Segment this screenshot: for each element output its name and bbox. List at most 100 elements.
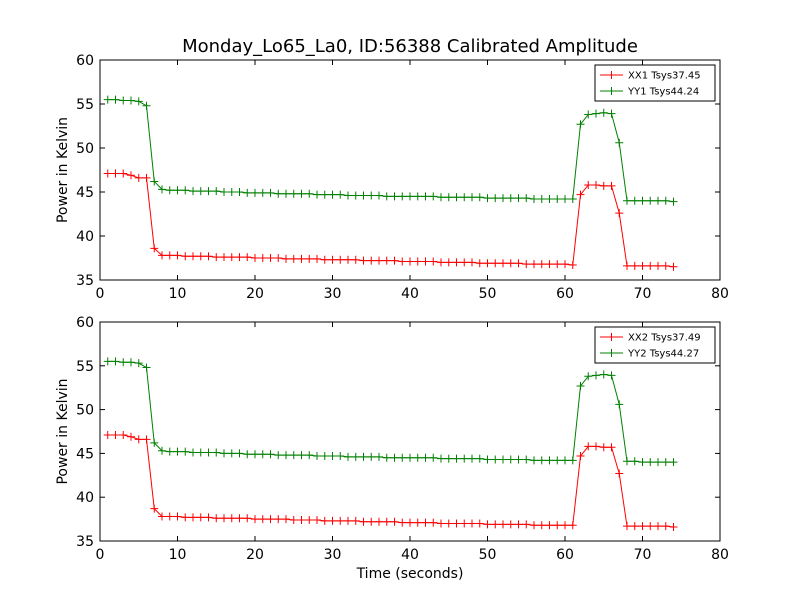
y-axis-label: Power in Kelvin [55, 117, 71, 223]
data-point [553, 521, 562, 530]
data-point [390, 192, 399, 201]
x-axis-label: Time (seconds) [356, 566, 464, 582]
data-point [638, 261, 647, 270]
data-point [351, 452, 360, 461]
data-point [654, 458, 662, 467]
data-point [274, 254, 283, 262]
data-point [406, 518, 414, 527]
data-point [243, 188, 252, 197]
data-point [576, 452, 585, 461]
data-point [654, 196, 662, 205]
data-point [189, 513, 197, 522]
data-point [274, 189, 283, 198]
data-point [599, 370, 608, 379]
data-point [336, 452, 345, 461]
data-point [545, 260, 554, 269]
data-point [266, 450, 275, 459]
data-point [390, 453, 399, 462]
data-point [305, 189, 314, 198]
x-tick-label: 40 [401, 286, 419, 302]
data-point [669, 262, 678, 271]
data-point [568, 261, 577, 270]
x-tick-label: 50 [479, 286, 497, 302]
data-point [119, 96, 128, 105]
x-tick-label: 20 [246, 547, 264, 563]
data-point [251, 515, 259, 524]
data-point [150, 438, 159, 447]
data-point [258, 450, 267, 459]
data-point [251, 254, 259, 262]
data-point [220, 449, 228, 458]
y-tick-label: 50 [76, 403, 94, 419]
legend: XX2 Tsys37.49 YY2 Tsys44.27 [594, 326, 716, 364]
data-point [553, 195, 562, 204]
data-point [196, 448, 205, 457]
data-point [499, 194, 507, 203]
data-point [522, 455, 531, 464]
data-point [406, 453, 414, 462]
data-point [181, 186, 190, 195]
data-point [568, 195, 577, 204]
data-point [522, 260, 531, 269]
data-point [499, 520, 507, 529]
data-point [212, 253, 221, 262]
data-point [623, 196, 631, 205]
data-point [421, 518, 430, 527]
data-point [460, 258, 469, 267]
data-point [437, 519, 445, 528]
data-point [150, 244, 159, 253]
data-point [592, 109, 600, 118]
data-point [173, 447, 182, 456]
data-point [475, 454, 484, 463]
data-point [530, 260, 538, 269]
data-point [592, 442, 600, 451]
data-point [429, 453, 438, 462]
data-point [204, 187, 213, 196]
data-point [227, 514, 236, 523]
data-point [553, 456, 562, 465]
data-point [584, 180, 593, 189]
data-point [134, 359, 143, 368]
data-point [452, 258, 461, 267]
data-point [444, 454, 453, 463]
data-point [359, 191, 368, 200]
data-point [196, 252, 205, 261]
data-point [103, 95, 112, 104]
legend: XX1 Tsys37.45 YY1 Tsys44.24 [594, 64, 716, 102]
data-point [599, 181, 608, 190]
x-tick-label: 0 [96, 547, 105, 563]
data-point [568, 521, 577, 530]
y-axis-label: Power in Kelvin [55, 378, 71, 484]
data-point [320, 452, 329, 461]
legend-box [594, 326, 716, 364]
x-tick-label: 40 [401, 547, 419, 563]
data-point [615, 138, 624, 147]
data-point [165, 251, 174, 260]
data-point [530, 521, 538, 530]
data-point [243, 514, 252, 523]
data-point [398, 257, 407, 266]
data-point [615, 400, 624, 409]
data-point [375, 452, 383, 461]
data-point [568, 456, 577, 465]
data-point [142, 435, 151, 444]
data-point [429, 192, 438, 201]
data-point [584, 442, 593, 451]
data-point [646, 522, 655, 531]
data-point [282, 254, 290, 263]
data-point [282, 515, 290, 524]
data-point [150, 177, 159, 186]
x-tick-label: 60 [556, 547, 574, 563]
data-point [165, 447, 174, 456]
data-point [212, 514, 221, 523]
data-point [189, 187, 197, 196]
data-point [165, 512, 174, 521]
data-point [499, 455, 507, 464]
data-point [119, 358, 128, 367]
data-point [545, 456, 554, 465]
y-tick-label: 60 [76, 315, 94, 331]
data-point [165, 186, 174, 195]
data-point [344, 255, 352, 264]
data-point [638, 522, 647, 531]
data-point [367, 191, 376, 200]
